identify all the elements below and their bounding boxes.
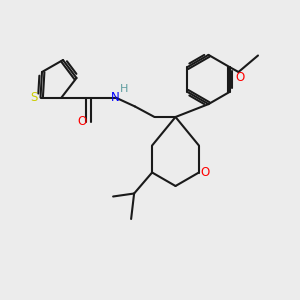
Text: H: H: [120, 84, 128, 94]
Text: S: S: [30, 91, 38, 104]
Text: O: O: [201, 166, 210, 179]
Text: O: O: [77, 115, 86, 128]
Text: O: O: [236, 71, 244, 84]
Text: N: N: [111, 91, 120, 104]
